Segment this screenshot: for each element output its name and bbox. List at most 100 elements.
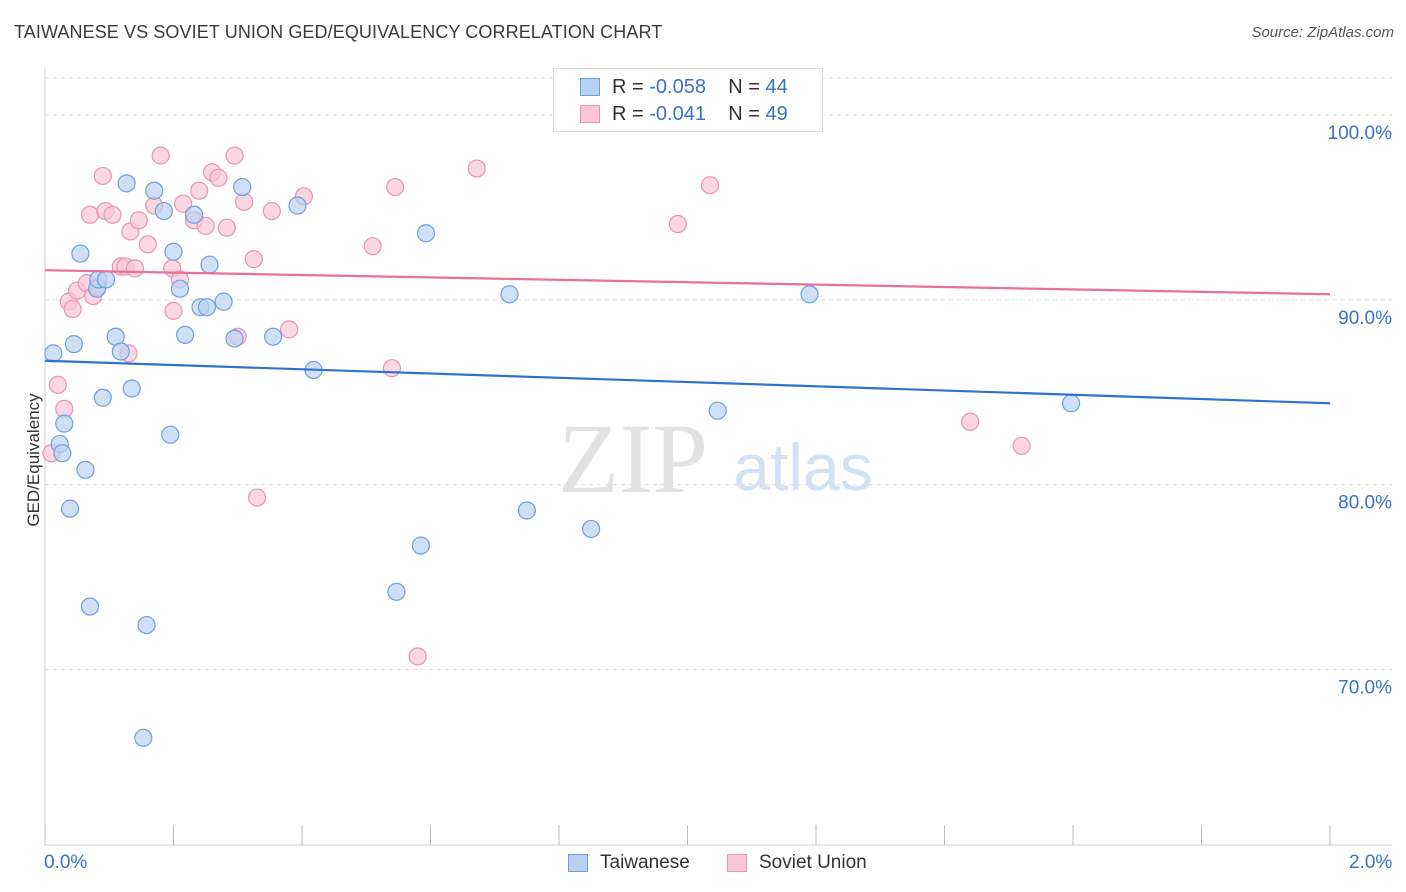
soviet-r-value: -0.041 bbox=[649, 103, 706, 125]
soviet-union-point bbox=[209, 168, 228, 187]
soviet-union-point bbox=[382, 359, 402, 378]
taiwanese-point bbox=[44, 344, 63, 363]
soviet-union-point bbox=[80, 205, 100, 224]
taiwanese-point bbox=[708, 401, 727, 420]
taiwanese-point bbox=[517, 501, 536, 520]
taiwanese-point bbox=[288, 196, 307, 215]
n-label: N = bbox=[728, 76, 760, 98]
soviet-union-point bbox=[63, 299, 82, 319]
taiwanese-point bbox=[500, 285, 519, 304]
taiwanese-point bbox=[53, 444, 72, 463]
taiwanese-point bbox=[582, 519, 601, 539]
soviet-union-point bbox=[386, 177, 405, 197]
x-tick-label-max: 2.0% bbox=[1349, 852, 1393, 873]
taiwanese-point bbox=[93, 388, 112, 407]
x-tick-label-min: 0.0% bbox=[44, 852, 88, 873]
soviet-union-point bbox=[164, 301, 183, 320]
taiwanese-n-value: 44 bbox=[765, 76, 788, 98]
taiwanese-point bbox=[800, 285, 819, 304]
soviet-union-point bbox=[196, 216, 215, 235]
soviet-union-point bbox=[129, 211, 148, 230]
y-tick-label: 80.0% bbox=[1338, 493, 1392, 514]
soviet-union-point bbox=[244, 250, 263, 269]
soviet-union-point bbox=[961, 412, 980, 431]
taiwanese-legend-swatch bbox=[568, 854, 588, 872]
stats-legend: R = -0.058 N = 44 R = -0.041 N = 49 bbox=[553, 68, 823, 132]
taiwanese-point bbox=[411, 536, 430, 555]
soviet-union-point bbox=[93, 166, 112, 186]
soviet-union-point bbox=[700, 176, 720, 195]
taiwanese-point bbox=[263, 327, 283, 346]
soviet-union-point bbox=[125, 259, 145, 278]
series-legend: Taiwanese Soviet Union bbox=[0, 852, 1406, 876]
gridlines bbox=[45, 77, 1392, 670]
soviet-union-point bbox=[363, 237, 382, 256]
taiwanese-point bbox=[60, 499, 80, 518]
soviet-union-point bbox=[408, 647, 427, 666]
soviet-union-point bbox=[1012, 436, 1031, 455]
y-tick-labels: 70.0% 80.0% 90.0% 100.0% bbox=[1328, 123, 1393, 698]
taiwanese-point bbox=[197, 298, 217, 317]
taiwanese-point bbox=[111, 342, 130, 361]
taiwanese-point bbox=[145, 181, 164, 200]
trend-lines bbox=[44, 269, 1331, 405]
n-label: N = bbox=[728, 103, 760, 125]
soviet-union-point bbox=[174, 194, 193, 213]
soviet-legend-swatch bbox=[727, 854, 747, 872]
taiwanese-r-value: -0.058 bbox=[649, 76, 706, 98]
taiwanese-point bbox=[64, 335, 84, 354]
taiwanese-point bbox=[137, 615, 156, 635]
watermark-zip: ZIP bbox=[558, 403, 708, 514]
soviet-union-points bbox=[42, 146, 1031, 666]
soviet-union-point bbox=[247, 488, 267, 507]
soviet-union-point bbox=[668, 214, 687, 234]
taiwanese-point bbox=[387, 582, 406, 601]
taiwanese-point bbox=[233, 177, 252, 197]
soviet-union-point bbox=[217, 218, 236, 237]
soviet-union-point bbox=[151, 146, 170, 165]
soviet-n-value: 49 bbox=[765, 103, 788, 125]
soviet-union-trend-line bbox=[44, 269, 1331, 296]
r-label: R = bbox=[612, 76, 644, 98]
taiwanese-point bbox=[225, 329, 244, 348]
soviet-union-point bbox=[467, 159, 486, 178]
taiwanese-point bbox=[117, 174, 136, 193]
taiwanese-point bbox=[175, 325, 195, 344]
soviet-union-point bbox=[48, 375, 67, 394]
y-tick-label: 100.0% bbox=[1328, 123, 1393, 144]
taiwanese-point bbox=[76, 460, 95, 479]
taiwanese-point bbox=[71, 244, 90, 263]
taiwanese-point bbox=[55, 414, 74, 433]
y-axis-label: GED/Equivalency bbox=[24, 393, 43, 527]
taiwanese-point bbox=[200, 255, 219, 274]
soviet-swatch bbox=[580, 105, 600, 123]
soviet-union-point bbox=[190, 181, 209, 200]
taiwanese-point bbox=[161, 425, 180, 444]
soviet-union-point bbox=[280, 320, 299, 339]
legend-label-soviet-union: Soviet Union bbox=[759, 852, 867, 873]
taiwanese-swatch bbox=[580, 78, 600, 96]
taiwanese-point bbox=[80, 597, 100, 616]
taiwanese-points bbox=[44, 174, 1081, 747]
taiwanese-point bbox=[134, 728, 153, 747]
soviet-union-point bbox=[262, 201, 281, 221]
taiwanese-point bbox=[164, 242, 183, 261]
soviet-union-point bbox=[103, 205, 122, 224]
taiwanese-point bbox=[214, 292, 233, 311]
legend-label-taiwanese: Taiwanese bbox=[600, 852, 690, 873]
soviet-union-point bbox=[225, 146, 244, 165]
y-tick-label: 70.0% bbox=[1338, 677, 1392, 698]
r-label: R = bbox=[612, 103, 644, 125]
source-label: Source: ZipAtlas.com bbox=[1251, 24, 1394, 41]
chart-title: TAIWANESE VS SOVIET UNION GED/EQUIVALENC… bbox=[14, 22, 663, 42]
soviet-union-point bbox=[138, 235, 157, 254]
taiwanese-point bbox=[1061, 394, 1081, 413]
taiwanese-point bbox=[154, 201, 173, 221]
taiwanese-point bbox=[170, 279, 190, 298]
taiwanese-point bbox=[96, 270, 116, 289]
watermark-atlas: atlas bbox=[733, 430, 872, 504]
taiwanese-point bbox=[416, 224, 436, 243]
y-tick-label: 90.0% bbox=[1338, 308, 1392, 329]
taiwanese-trend-line bbox=[44, 359, 1331, 405]
